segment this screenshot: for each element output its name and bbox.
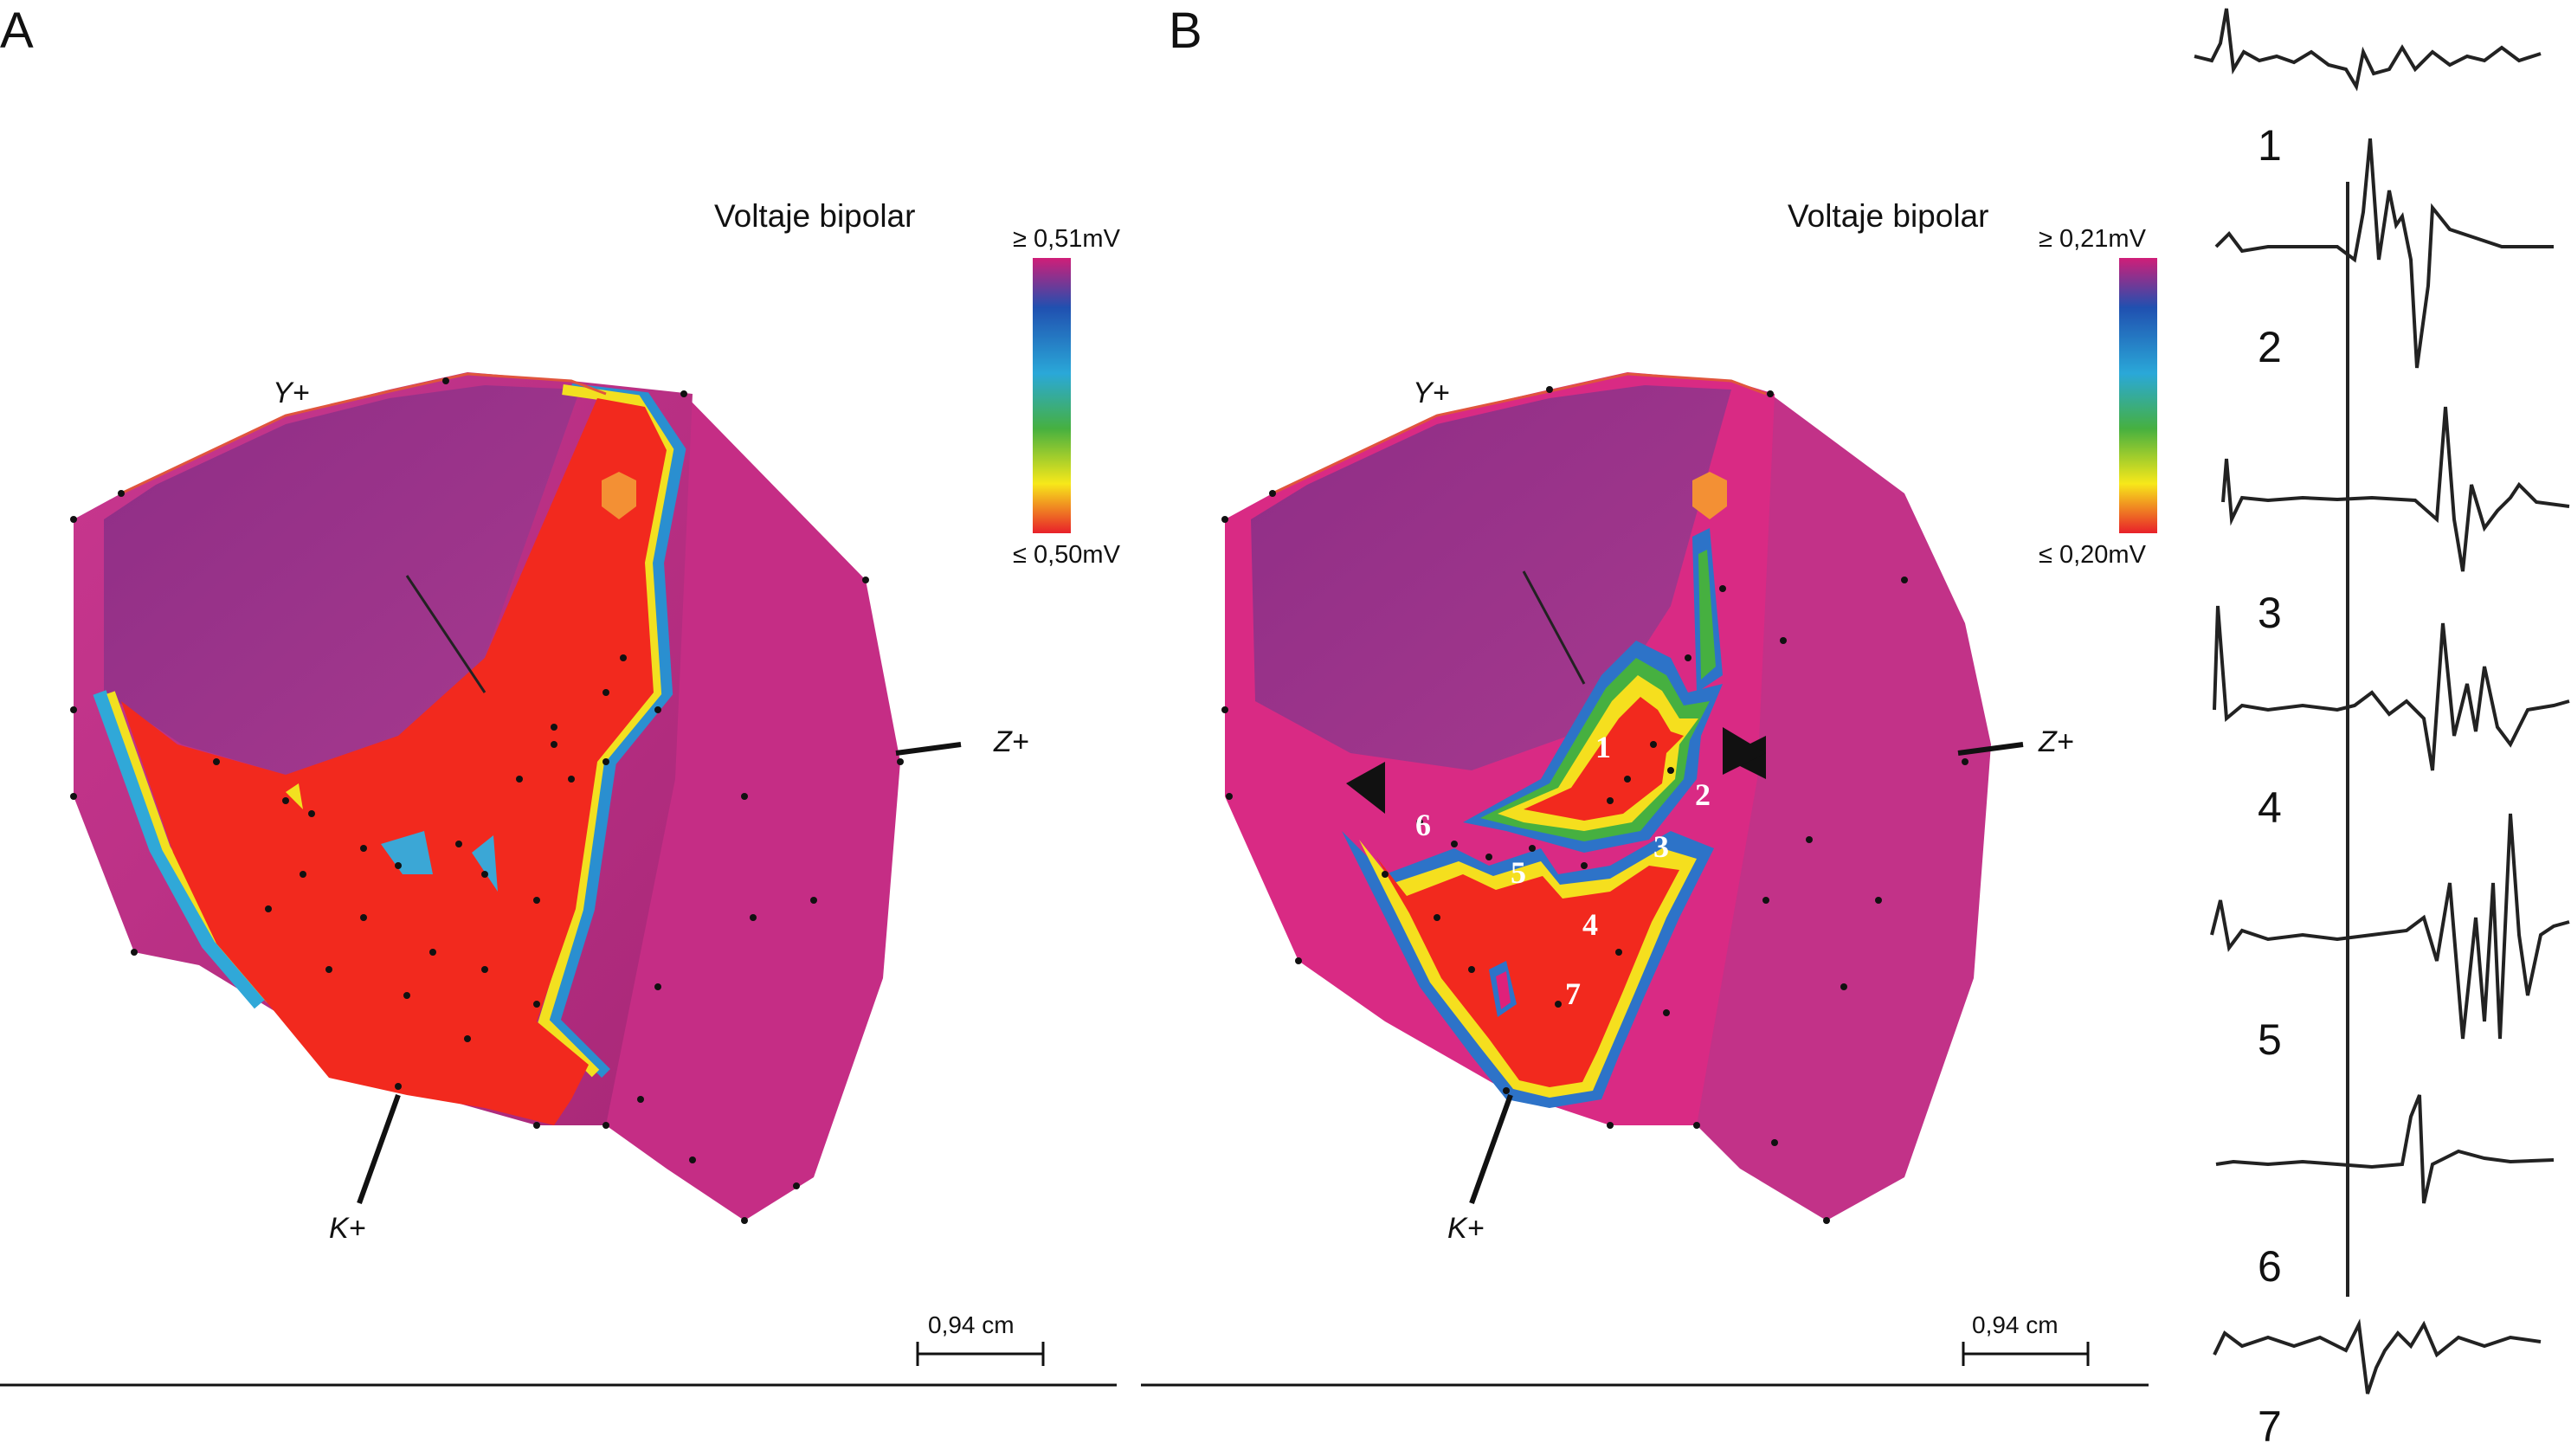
trace-label-7: 7 [2258,1402,2282,1451]
axis-label-k-a: K+ [329,1212,366,1245]
trace-1 [2194,8,2542,92]
trace-6 [2215,1094,2555,1204]
axis-label-y-a: Y+ [273,377,310,409]
site-label-2: 2 [1695,777,1711,812]
colorbar-a [1033,258,1071,533]
trace-7 [2213,1318,2542,1395]
spike-b-inner [1698,550,1716,680]
electrogram-panel: 1 2 3 4 5 6 7 [2194,8,2570,1451]
trace-5 [2210,813,2570,1040]
axis-line-k-a [357,1093,401,1205]
colorbar-b [2119,258,2157,533]
site-label-5: 5 [1511,855,1526,890]
panel-b-letter: B [1169,3,1202,59]
trace-2 [2214,138,2554,369]
hollow-a-2 [472,835,498,892]
catheter-line-a [405,575,486,693]
rim-outline-a [120,372,607,495]
axis-label-y-b: Y+ [1413,377,1450,409]
trace-label-4: 4 [2258,783,2282,832]
rim-bands-a-left [93,690,266,1009]
pocket-red-b [1524,697,1684,821]
site-label-3: 3 [1653,829,1669,864]
trace-label-3: 3 [2258,589,2282,637]
axis-line-k-b [1469,1093,1513,1205]
panel-b: B [1141,3,2157,1387]
hollow-a-1 [381,831,433,874]
trace-3 [2221,406,2570,572]
legend-max-b: ≥ 0,21mV [2039,225,2147,253]
voltage-map-a [70,372,962,1224]
scale-bar-b [1962,1342,2090,1366]
voltage-map-b: 1 2 3 4 5 6 7 [1221,372,2024,1224]
low-voltage-zone-a [121,398,667,1125]
legend-min-a: ≤ 0,50mV [1013,541,1121,569]
legend-title-b: Voltaje bipolar [1788,198,1988,234]
axis-label-k-b: K+ [1447,1212,1485,1245]
site-label-6: 6 [1415,808,1431,842]
axis-line-y-a [895,742,962,756]
trace-label-5: 5 [2258,1015,2282,1064]
site-label-4: 4 [1582,907,1598,942]
rim-bands-a [547,383,686,1078]
panel-a: A [0,3,1121,1387]
scale-bar-a [916,1342,1045,1366]
legend-max-a: ≥ 0,51mV [1013,225,1121,253]
axis-line-z-b [1957,742,2024,756]
trace-label-6: 6 [2258,1242,2282,1291]
site-label-1: 1 [1595,730,1611,764]
site-label-7: 7 [1565,976,1581,1011]
panel-a-letter: A [0,3,34,59]
trace-label-1: 1 [2258,121,2282,170]
hollow-b-1-inner [1496,971,1511,1009]
catheter-line-b [1522,570,1586,685]
legend-min-b: ≤ 0,20mV [2039,541,2147,569]
legend-title-a: Voltaje bipolar [714,198,915,234]
axis-label-z-a: Z+ [993,725,1029,758]
arrowhead-right-real [1723,727,1766,775]
scale-label-a: 0,94 cm [928,1311,1015,1338]
electrode-points-b [1221,386,1969,1224]
right-wall-b [1697,394,1991,1221]
axis-label-z-b: Z+ [2038,725,2074,758]
trace-4 [2213,605,2570,771]
ablation-marker-b [1692,472,1727,519]
trace-label-2: 2 [2258,323,2282,371]
rim-outline-b [1272,372,1767,495]
arrowhead-left [1346,762,1385,814]
low-voltage-zone-b [1376,857,1679,1087]
scale-label-b: 0,94 cm [1972,1311,2059,1338]
roof-a [104,385,580,775]
hollow-a-3 [286,783,303,809]
electrode-points-a [70,377,904,1224]
ablation-marker-a [602,472,636,519]
